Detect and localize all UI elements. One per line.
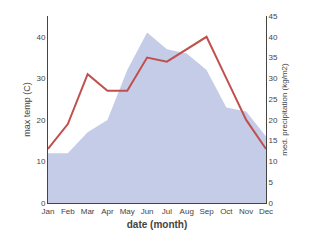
svg-text:Jan: Jan bbox=[42, 207, 55, 216]
svg-text:5: 5 bbox=[269, 178, 274, 187]
svg-text:Jun: Jun bbox=[141, 207, 154, 216]
svg-text:med. precipitation (kg/m2): med. precipitation (kg/m2) bbox=[280, 63, 289, 156]
svg-text:40: 40 bbox=[36, 33, 45, 42]
svg-text:Mar: Mar bbox=[81, 207, 95, 216]
svg-text:20: 20 bbox=[36, 116, 45, 125]
svg-text:20: 20 bbox=[269, 116, 278, 125]
svg-text:Nov: Nov bbox=[239, 207, 253, 216]
svg-text:0: 0 bbox=[41, 199, 46, 208]
svg-text:Aug: Aug bbox=[180, 207, 194, 216]
svg-text:Oct: Oct bbox=[220, 207, 233, 216]
svg-text:15: 15 bbox=[269, 136, 278, 145]
svg-text:Sep: Sep bbox=[199, 207, 214, 216]
svg-text:May: May bbox=[120, 207, 135, 216]
svg-text:0: 0 bbox=[269, 199, 274, 208]
svg-text:25: 25 bbox=[269, 95, 278, 104]
svg-text:35: 35 bbox=[269, 53, 278, 62]
svg-text:40: 40 bbox=[269, 33, 278, 42]
svg-text:10: 10 bbox=[36, 157, 45, 166]
svg-text:Apr: Apr bbox=[101, 207, 114, 216]
svg-text:30: 30 bbox=[36, 74, 45, 83]
svg-text:30: 30 bbox=[269, 74, 278, 83]
svg-text:45: 45 bbox=[269, 12, 278, 21]
svg-text:Jul: Jul bbox=[162, 207, 172, 216]
svg-text:max temp (C): max temp (C) bbox=[22, 82, 32, 137]
svg-text:Feb: Feb bbox=[61, 207, 75, 216]
svg-text:date (month): date (month) bbox=[127, 219, 188, 230]
svg-text:10: 10 bbox=[269, 157, 278, 166]
svg-text:Dec: Dec bbox=[259, 207, 273, 216]
